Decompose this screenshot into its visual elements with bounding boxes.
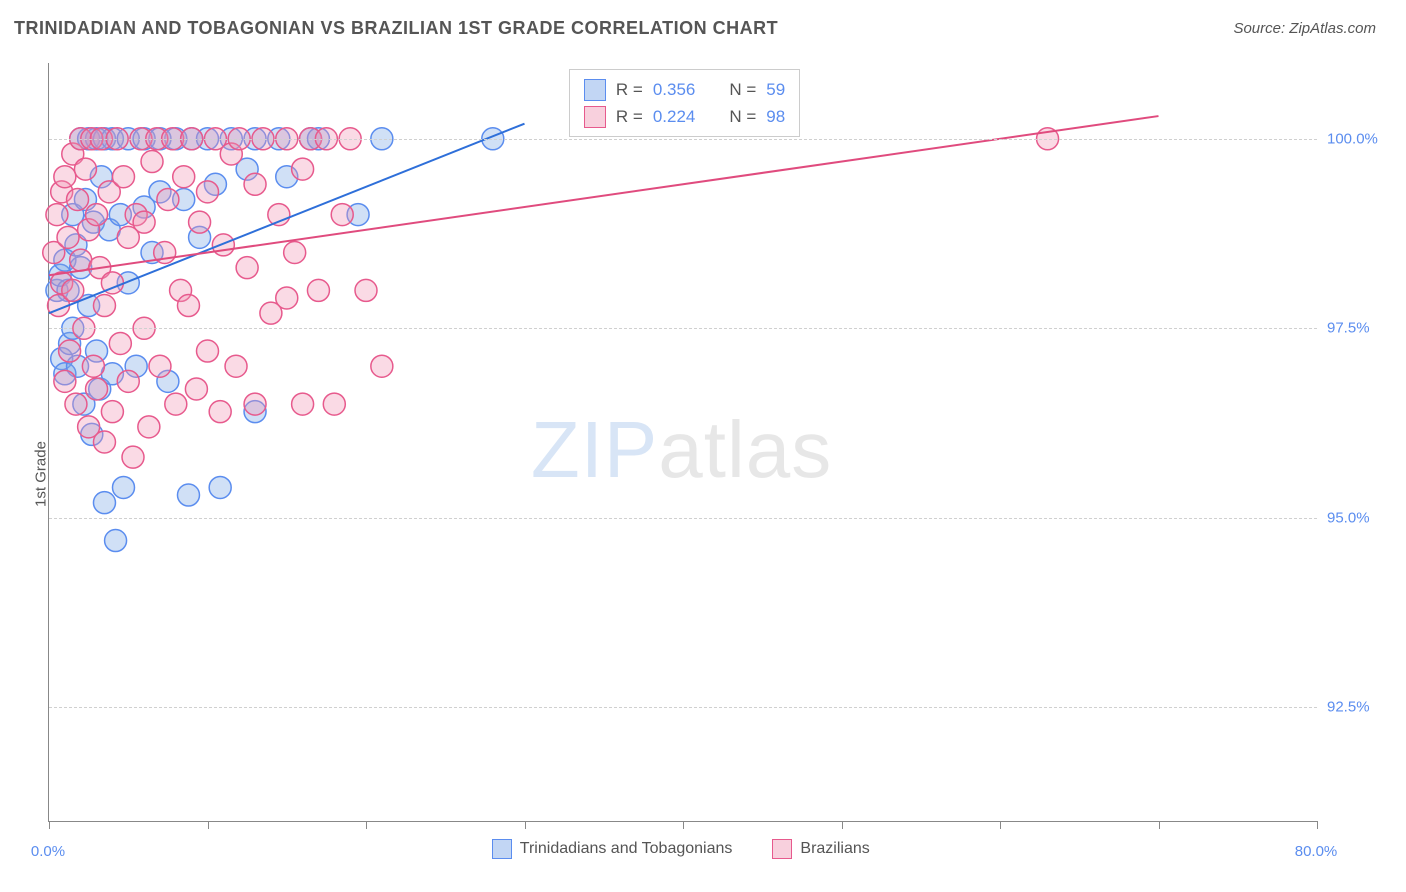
- data-point: [93, 492, 115, 514]
- data-point: [74, 158, 96, 180]
- data-point: [112, 476, 134, 498]
- data-point: [284, 242, 306, 264]
- data-point: [197, 181, 219, 203]
- data-point: [149, 355, 171, 377]
- legend-row: R = 0.356 N = 59: [584, 76, 785, 103]
- data-point: [141, 151, 163, 173]
- data-point: [185, 378, 207, 400]
- x-tick-label: 0.0%: [31, 843, 65, 860]
- legend-row: R = 0.224 N = 98: [584, 103, 785, 130]
- data-point: [67, 188, 89, 210]
- data-point: [93, 295, 115, 317]
- data-point: [292, 158, 314, 180]
- x-tick: [525, 821, 526, 829]
- y-tick-label: 100.0%: [1327, 130, 1387, 147]
- data-point: [177, 484, 199, 506]
- data-point: [133, 211, 155, 233]
- chart-title: TRINIDADIAN AND TOBAGONIAN VS BRAZILIAN …: [14, 18, 778, 39]
- data-point: [225, 355, 247, 377]
- data-point: [46, 204, 68, 226]
- data-point: [209, 476, 231, 498]
- x-tick: [1000, 821, 1001, 829]
- data-point: [209, 401, 231, 423]
- data-point: [165, 393, 187, 415]
- n-value: 59: [766, 76, 785, 103]
- data-point: [331, 204, 353, 226]
- data-point: [197, 340, 219, 362]
- n-label: N =: [729, 76, 756, 103]
- r-label: R =: [616, 76, 643, 103]
- data-point: [86, 378, 108, 400]
- n-value: 98: [766, 103, 785, 130]
- x-tick-label: 80.0%: [1295, 843, 1338, 860]
- data-point: [307, 279, 329, 301]
- legend-swatch: [492, 839, 512, 859]
- data-point: [82, 355, 104, 377]
- data-point: [117, 370, 139, 392]
- legend-label: Trinidadians and Tobagonians: [520, 840, 733, 858]
- data-point: [93, 431, 115, 453]
- data-point: [157, 188, 179, 210]
- data-point: [122, 446, 144, 468]
- data-point: [86, 204, 108, 226]
- y-tick-label: 92.5%: [1327, 699, 1387, 716]
- data-point: [105, 530, 127, 552]
- correlation-legend: R = 0.356 N = 59 R = 0.224 N = 98: [569, 69, 800, 137]
- data-point: [323, 393, 345, 415]
- gridline-h: [49, 518, 1317, 519]
- x-tick: [1159, 821, 1160, 829]
- data-point: [62, 279, 84, 301]
- r-label: R =: [616, 103, 643, 130]
- chart-header: TRINIDADIAN AND TOBAGONIAN VS BRAZILIAN …: [0, 0, 1406, 49]
- legend-swatch: [772, 839, 792, 859]
- data-point: [109, 332, 131, 354]
- data-point: [59, 340, 81, 362]
- data-point: [244, 393, 266, 415]
- y-tick-label: 95.0%: [1327, 509, 1387, 526]
- source-label: Source: ZipAtlas.com: [1233, 20, 1376, 37]
- legend-swatch: [584, 106, 606, 128]
- data-point: [54, 370, 76, 392]
- gridline-h: [49, 139, 1317, 140]
- gridline-h: [49, 707, 1317, 708]
- data-point: [65, 393, 87, 415]
- x-tick: [208, 821, 209, 829]
- data-point: [57, 226, 79, 248]
- gridline-h: [49, 328, 1317, 329]
- y-axis-label: 1st Grade: [32, 441, 49, 507]
- chart-container: 1st Grade ZIPatlas R =0.356N =59R =0.224…: [0, 55, 1406, 892]
- data-point: [292, 393, 314, 415]
- n-label: N =: [729, 103, 756, 130]
- data-point: [355, 279, 377, 301]
- data-point: [54, 166, 76, 188]
- r-value: 0.356: [653, 76, 696, 103]
- legend-label: Brazilians: [800, 840, 869, 858]
- y-tick-label: 97.5%: [1327, 320, 1387, 337]
- legend-item: Trinidadians and Tobagonians: [492, 839, 733, 859]
- plot-area: ZIPatlas R =0.356N =59R =0.224N =98 92.5…: [48, 63, 1317, 822]
- series-legend: Trinidadians and Tobagonians Brazilians: [492, 839, 870, 859]
- data-point: [101, 401, 123, 423]
- r-value: 0.224: [653, 103, 696, 130]
- x-tick: [683, 821, 684, 829]
- x-tick: [366, 821, 367, 829]
- x-tick: [1317, 821, 1318, 829]
- data-point: [236, 257, 258, 279]
- legend-item: Brazilians: [772, 839, 869, 859]
- data-point: [212, 234, 234, 256]
- data-point: [177, 295, 199, 317]
- data-point: [189, 211, 211, 233]
- legend-swatch: [584, 79, 606, 101]
- data-point: [371, 355, 393, 377]
- data-point: [244, 173, 266, 195]
- x-tick: [49, 821, 50, 829]
- x-tick: [842, 821, 843, 829]
- data-point: [173, 166, 195, 188]
- data-point: [138, 416, 160, 438]
- data-point: [112, 166, 134, 188]
- data-point: [276, 287, 298, 309]
